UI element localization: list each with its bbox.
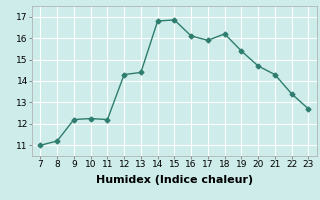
X-axis label: Humidex (Indice chaleur): Humidex (Indice chaleur): [96, 175, 253, 185]
